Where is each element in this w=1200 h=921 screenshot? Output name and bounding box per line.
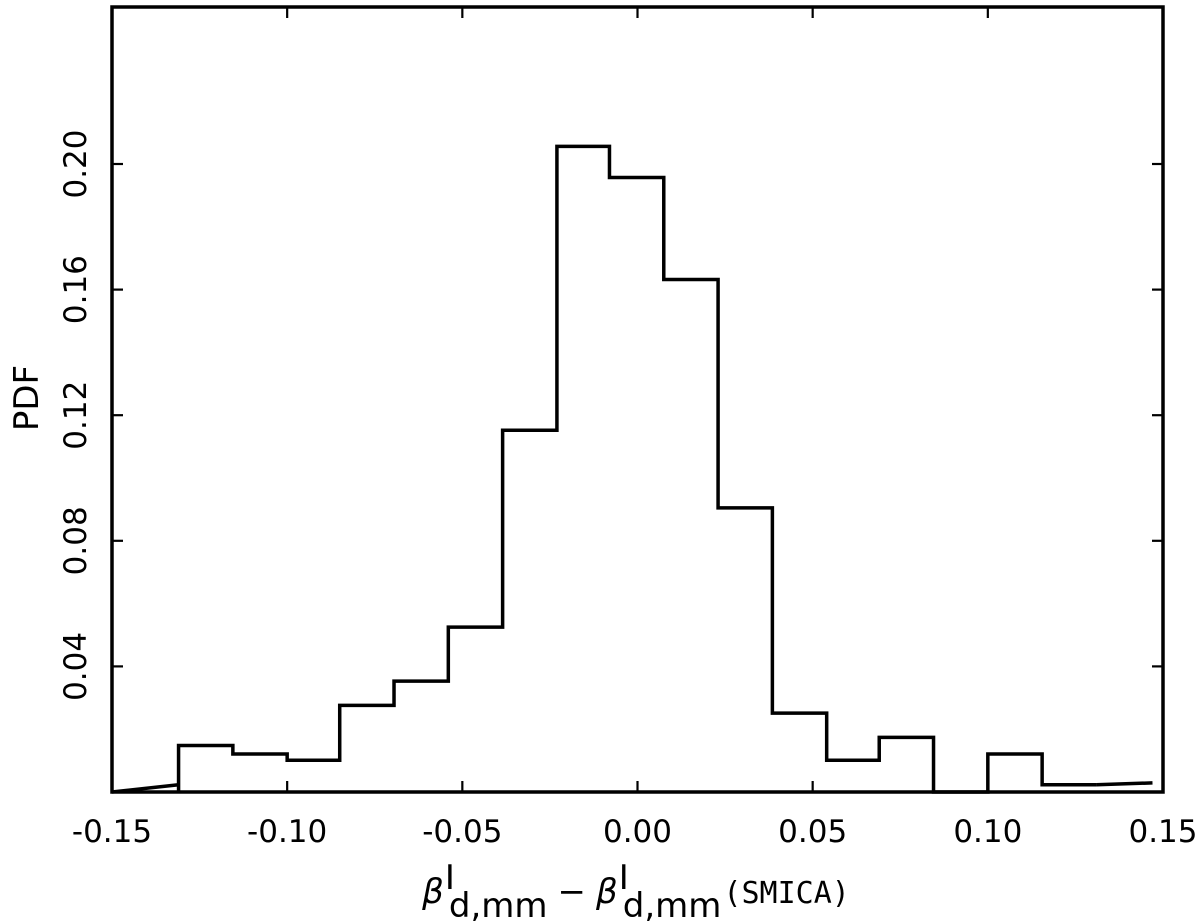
x-axis-label: βI d,mm − βI d,mm(SMICA) <box>421 858 850 921</box>
x-tick-labels: -0.15 -0.10 -0.05 0.00 0.05 0.10 0.15 <box>72 814 1198 850</box>
x-label-sup-2: I <box>619 858 629 898</box>
x-tick-label: -0.15 <box>72 814 152 850</box>
y-tick-label: 0.08 <box>58 506 94 575</box>
histogram-steps <box>176 144 1097 794</box>
x-label-beta-1: β <box>421 872 444 912</box>
x-label-suffix: (SMICA) <box>723 876 849 911</box>
x-tick-label: -0.05 <box>422 814 502 850</box>
y-tick-label: 0.12 <box>58 381 94 450</box>
histogram-right-tail <box>1096 781 1153 787</box>
x-label-sub-1: d,mm <box>449 886 548 921</box>
plot-frame <box>110 5 1165 794</box>
y-tick-label: 0.20 <box>58 129 94 198</box>
y-tick-label: 0.04 <box>58 632 94 701</box>
x-tick-label: 0.05 <box>778 814 847 850</box>
y-tick-labels: 0.04 0.08 0.12 0.16 0.20 <box>58 129 94 700</box>
x-label-minus: − <box>558 872 587 912</box>
x-tick-label: 0.00 <box>603 814 672 850</box>
x-label-sup-1: I <box>445 858 455 898</box>
axis-ticks <box>110 7 1165 792</box>
x-label-beta-2: β <box>595 872 618 912</box>
x-tick-label: 0.10 <box>953 814 1022 850</box>
x-tick-label: -0.10 <box>247 814 327 850</box>
x-label-sub-2: d,mm <box>623 886 722 921</box>
y-axis-label: PDF <box>7 365 47 431</box>
y-tick-label: 0.16 <box>58 255 94 324</box>
x-tick-label: 0.15 <box>1128 814 1197 850</box>
